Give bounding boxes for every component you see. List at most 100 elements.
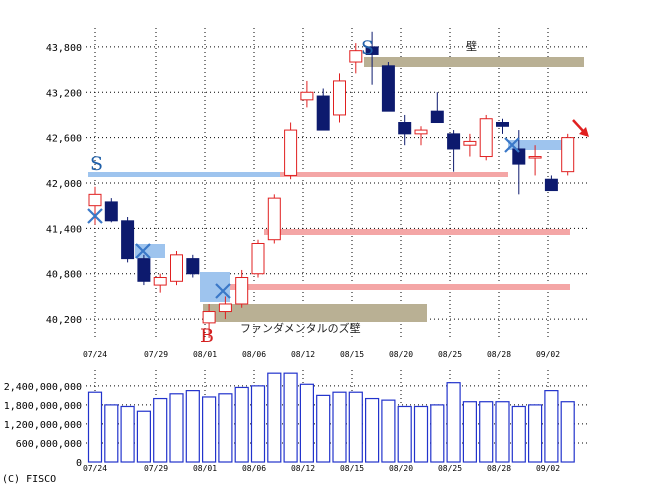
trend-arrow-head — [579, 127, 589, 137]
candle-body — [512, 148, 526, 165]
copyright-text: (C) FISCO — [2, 474, 57, 485]
candle-body — [496, 122, 509, 127]
support-line-42000 — [280, 172, 508, 177]
candle-body — [398, 122, 412, 135]
volume-bar — [381, 399, 396, 463]
price-x-tick-label: 08/15 — [340, 350, 364, 359]
candle-body — [284, 129, 298, 176]
volume-y-tick-label: 600,000,000 — [16, 439, 82, 450]
candle — [218, 296, 232, 320]
volume-bar — [87, 391, 103, 463]
price-x-tick-label: 08/25 — [438, 350, 462, 359]
price-y-tick-label: 40,800 — [46, 270, 82, 281]
volume-bar — [348, 391, 363, 463]
volume-bar — [104, 404, 119, 463]
buy-signal-b-label: B — [200, 325, 214, 347]
candle — [333, 73, 346, 123]
signal-cross-marker — [87, 208, 103, 224]
price-y-tick-label: 42,600 — [46, 134, 82, 145]
candle-body — [544, 178, 558, 192]
candle — [284, 122, 298, 180]
candle — [414, 126, 428, 146]
candle — [235, 269, 249, 308]
support-line-41200 — [264, 229, 570, 235]
candle — [512, 130, 526, 195]
candle-body — [218, 303, 232, 313]
volume-bar — [250, 385, 266, 463]
price-x-tick-label: 08/01 — [193, 350, 217, 359]
candle-body — [479, 118, 493, 158]
price-x-tick-label: 08/28 — [487, 350, 511, 359]
candle — [121, 217, 135, 263]
price-x-tick-label: 08/12 — [291, 350, 315, 359]
support-line-40300 — [230, 284, 570, 290]
price-y-tick-label: 43,200 — [46, 88, 82, 99]
candle — [365, 31, 379, 85]
volume-bar — [430, 404, 445, 463]
signal-cross-marker — [215, 283, 231, 299]
volume-bar — [446, 382, 461, 463]
candle-body — [186, 258, 200, 275]
volume-bar — [185, 390, 200, 463]
volume-y-tick-label: 1,200,000,000 — [4, 420, 82, 431]
candle-body — [137, 258, 151, 282]
candle — [137, 254, 151, 286]
candle — [398, 114, 412, 146]
candle — [170, 251, 183, 286]
sell-signal-line — [88, 172, 280, 177]
volume-bar — [544, 390, 559, 463]
candle — [544, 175, 558, 192]
candle-body — [561, 137, 575, 173]
price-y-tick-label: 41,400 — [46, 224, 82, 235]
candle — [251, 239, 265, 278]
candle — [267, 194, 281, 244]
candle-body — [316, 95, 330, 131]
candle-body — [251, 242, 265, 275]
volume-bar — [365, 397, 380, 463]
candle — [528, 145, 542, 176]
volume-bar — [462, 401, 477, 463]
price-x-tick-label: 09/02 — [536, 350, 560, 359]
candle-body — [463, 140, 477, 146]
candle — [153, 273, 167, 293]
volume-x-tick-label: 08/01 — [193, 464, 217, 473]
sell-signal-s-label: S — [90, 153, 103, 175]
candle — [381, 62, 395, 112]
sell-signal-s-label: S — [361, 37, 374, 59]
candle — [186, 254, 200, 278]
volume-x-tick-label: 07/29 — [144, 464, 168, 473]
candle-body — [414, 129, 428, 135]
candle — [104, 198, 118, 223]
candle-body — [202, 311, 216, 324]
volume-bar — [283, 372, 298, 463]
candle-body — [235, 277, 249, 305]
volume-x-tick-label: 09/02 — [536, 464, 560, 473]
candle — [202, 303, 216, 338]
candle-body — [104, 201, 118, 222]
volume-bar — [316, 394, 331, 463]
candle-body — [333, 80, 346, 116]
candle — [447, 130, 461, 172]
candle — [300, 80, 314, 108]
price-y-tick-label: 42,000 — [46, 179, 82, 190]
volume-x-tick-label: 08/15 — [340, 464, 364, 473]
volume-bar — [397, 405, 412, 463]
volume-y-tick-label: 1,800,000,000 — [4, 401, 82, 412]
wall-label: 壁 — [466, 39, 477, 53]
candle — [430, 92, 444, 124]
signal-box-0828 — [508, 140, 566, 150]
volume-x-tick-label: 08/25 — [438, 464, 462, 473]
candle-body — [349, 50, 363, 63]
candle — [561, 133, 575, 176]
price-x-tick-label: 07/24 — [83, 350, 107, 359]
trend-arrow-shaft — [572, 119, 585, 133]
candle-body — [381, 65, 395, 112]
volume-bar — [267, 372, 282, 463]
volume-y-tick-label: 0 — [76, 458, 82, 469]
candle — [479, 114, 493, 161]
volume-y-tick-label: 2,400,000,000 — [4, 382, 82, 393]
candle-body — [153, 277, 167, 286]
volume-bar — [413, 405, 429, 463]
volume-bar — [136, 410, 151, 463]
